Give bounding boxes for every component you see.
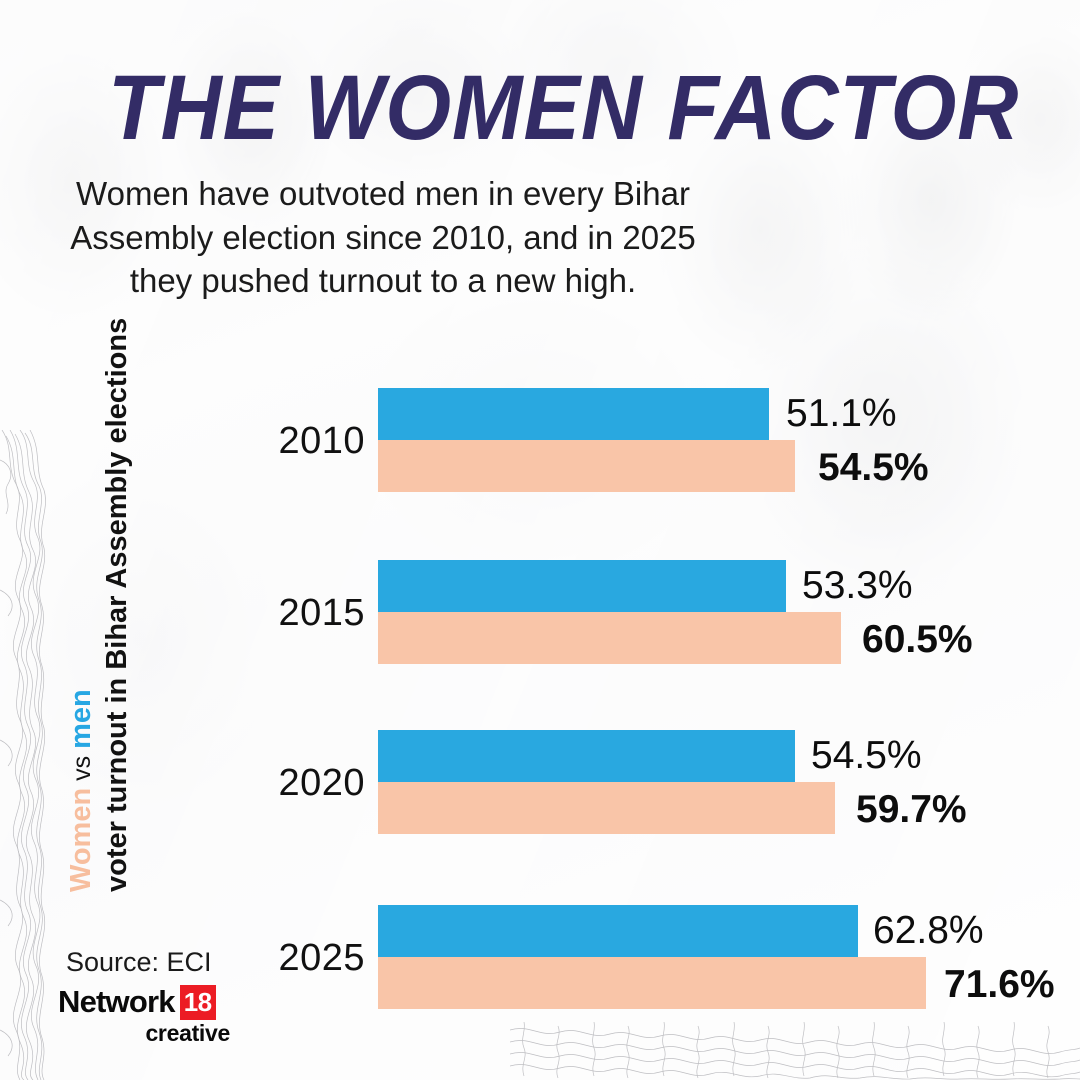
category-label: 2025	[278, 937, 365, 979]
contour-texture-left	[0, 430, 46, 1080]
network18-logo: Network 18 creative	[58, 984, 248, 1046]
contour-texture-bottom	[510, 1022, 1080, 1080]
bar-women	[378, 957, 926, 1009]
category-label: 2020	[278, 762, 365, 804]
bar-value-men: 53.3%	[802, 564, 913, 607]
bar-women	[378, 612, 841, 664]
page-title: THE WOMEN FACTOR	[108, 57, 1020, 159]
logo-creative-text: creative	[145, 1020, 230, 1046]
category-label: 2010	[278, 420, 365, 462]
logo-network-text: Network	[58, 984, 176, 1019]
bar-value-men: 51.1%	[786, 392, 897, 435]
bar-men	[378, 905, 858, 957]
logo-top-row: Network 18	[58, 984, 248, 1020]
logo-18-badge: 18	[179, 984, 216, 1020]
bar-group: 2010 51.1% 54.5%	[0, 388, 1080, 494]
subtitle: Women have outvoted men in every Bihar A…	[70, 175, 696, 300]
bar-group: 2020 54.5% 59.7%	[0, 730, 1080, 836]
bar-men	[378, 560, 786, 612]
bar-value-women: 59.7%	[856, 788, 967, 831]
bar-women	[378, 440, 795, 492]
bar-value-men: 62.8%	[873, 909, 984, 952]
bar-men	[378, 730, 795, 782]
category-label: 2015	[278, 592, 365, 634]
bar-value-women: 71.6%	[944, 963, 1055, 1006]
bar-men	[378, 388, 769, 440]
bar-value-men: 54.5%	[811, 734, 922, 777]
bar-women	[378, 782, 835, 834]
bar-value-women: 60.5%	[862, 618, 973, 661]
bar-group: 2025 62.8% 71.6%	[0, 905, 1080, 1011]
bar-value-women: 54.5%	[818, 446, 929, 489]
source-note: Source: ECI	[66, 947, 212, 977]
bar-group: 2015 53.3% 60.5%	[0, 560, 1080, 666]
